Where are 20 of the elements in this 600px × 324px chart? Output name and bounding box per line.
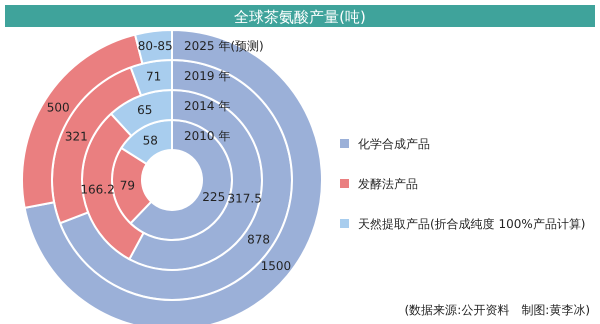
data-label: 65 xyxy=(137,103,152,118)
data-label: 317.5 xyxy=(228,191,262,206)
slice-label: 2010 年 xyxy=(184,129,230,143)
chart-title: 全球茶氨酸产量(吨) xyxy=(234,8,366,26)
data-label: 321 xyxy=(64,130,88,144)
legend-label: 发酵法产品 xyxy=(358,177,418,191)
slice-label: 2014 年 xyxy=(184,99,230,113)
slice-label: 2019 年 xyxy=(184,69,230,83)
data-label: 71 xyxy=(146,70,162,84)
legend-label: 化学合成产品 xyxy=(358,137,430,151)
slice-label: 2025 年(预测) xyxy=(184,39,264,53)
text: (数据来源:公开资料 制图:黄李冰) xyxy=(404,303,590,317)
data-label: 878 xyxy=(247,232,270,246)
data-label: 225 xyxy=(202,190,226,204)
data-label: 500 xyxy=(46,100,70,114)
data-label: 79 xyxy=(120,178,135,192)
legend-label: 天然提取产品(折合成纯度 100%产品计算) xyxy=(358,217,586,231)
data-label: 58 xyxy=(142,134,158,148)
data-label: 80-85 xyxy=(138,39,173,54)
data-label: 1500 xyxy=(260,259,292,274)
